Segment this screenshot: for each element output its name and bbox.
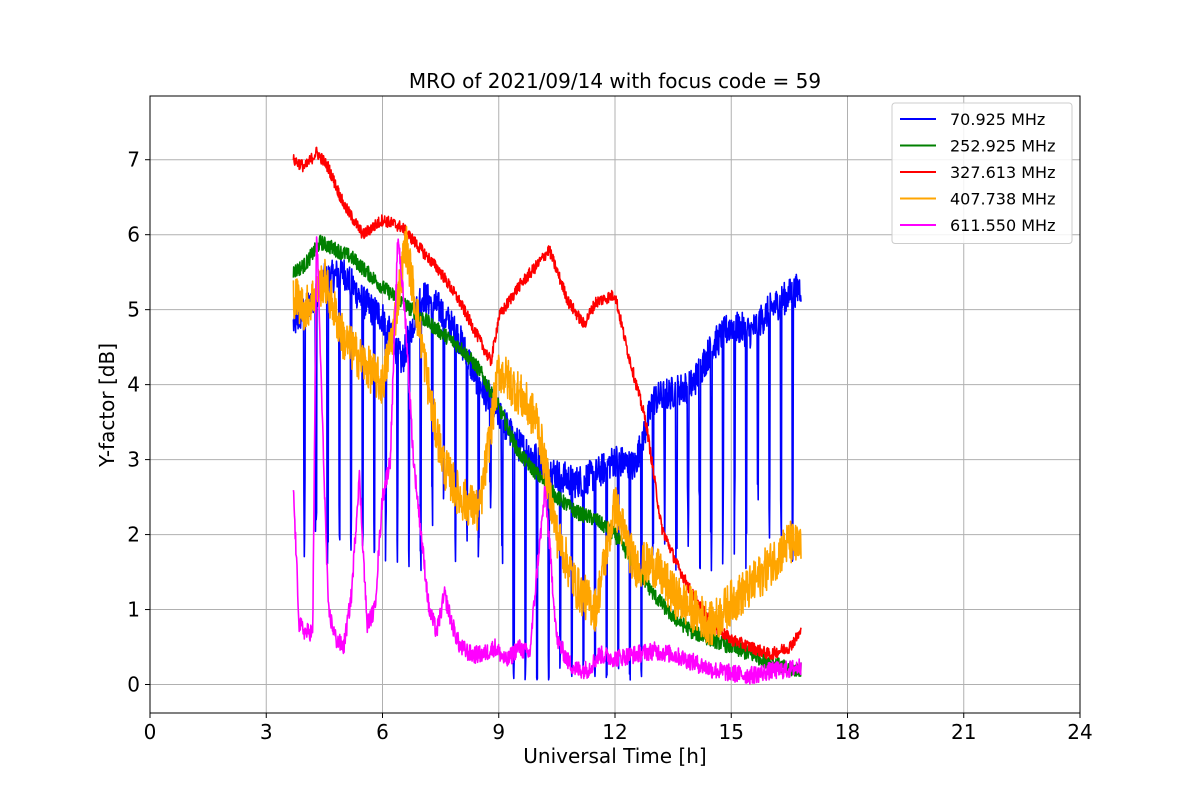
series-layer (292, 146, 802, 685)
y-tick-label: 6 (127, 223, 140, 247)
x-tick-label: 0 (144, 720, 157, 744)
legend-entry-label: 252.925 MHz (950, 137, 1055, 156)
y-axis-label: Y-factor [dB] (95, 343, 119, 468)
y-tick-label: 5 (127, 298, 140, 322)
y-tick-label: 3 (127, 448, 140, 472)
x-tick-label: 18 (835, 720, 860, 744)
y-tick-label: 2 (127, 523, 140, 547)
x-tick-label: 6 (376, 720, 389, 744)
x-tick-label: 24 (1067, 720, 1092, 744)
legend-entry-label: 70.925 MHz (950, 110, 1045, 129)
chart-title: MRO of 2021/09/14 with focus code = 59 (409, 69, 821, 93)
series-line-5 (292, 236, 802, 685)
legend-entry-label: 327.613 MHz (950, 163, 1055, 182)
legend-entry-label: 611.550 MHz (950, 216, 1055, 235)
x-axis-label: Universal Time [h] (523, 744, 706, 768)
x-tick-label: 12 (602, 720, 627, 744)
x-tick-label: 15 (719, 720, 744, 744)
x-tick-label: 21 (951, 720, 976, 744)
series-line-4 (292, 225, 802, 646)
y-tick-label: 0 (127, 673, 140, 697)
y-tick-label: 1 (127, 598, 140, 622)
x-tick-label: 3 (260, 720, 273, 744)
x-tick-label: 9 (492, 720, 505, 744)
y-tick-label: 7 (127, 148, 140, 172)
legend: 70.925 MHz 252.925 MHz 327.613 MHz 407.738 … (891, 102, 1073, 244)
legend-entry-label: 407.738 MHz (950, 190, 1055, 209)
y-tick-label: 4 (127, 373, 140, 397)
legend-box (891, 102, 1073, 244)
